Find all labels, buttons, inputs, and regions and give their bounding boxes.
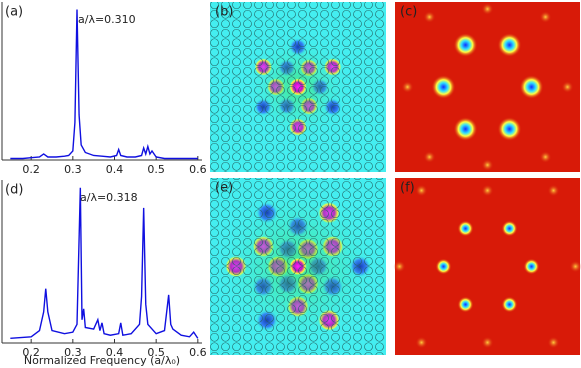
field-map bbox=[395, 2, 580, 172]
panel-label: (c) bbox=[400, 5, 417, 20]
field-spot bbox=[481, 184, 494, 197]
field-map bbox=[210, 178, 386, 355]
field-spot bbox=[453, 33, 478, 57]
spectrum-line bbox=[10, 9, 198, 160]
hole-lattice bbox=[210, 178, 386, 355]
map-background bbox=[395, 178, 580, 355]
x-tick-label: 0.6 bbox=[189, 346, 207, 359]
panel-label: (b) bbox=[215, 5, 233, 20]
field-spot bbox=[547, 184, 560, 197]
x-axis-label: Normalized Frequency (a/λ₀) bbox=[24, 354, 180, 367]
hole-lattice bbox=[210, 2, 386, 172]
field-spot bbox=[453, 117, 478, 141]
x-tick-label: 0.4 bbox=[106, 163, 124, 176]
field-map bbox=[210, 2, 386, 172]
x-tick-label: 0.4 bbox=[106, 346, 124, 359]
field-spot bbox=[393, 260, 406, 273]
field-spot bbox=[457, 220, 474, 237]
x-tick-label: 0.2 bbox=[22, 163, 40, 176]
field-spot bbox=[569, 260, 581, 273]
spectrum-line bbox=[10, 187, 199, 340]
x-tick-label: 0.2 bbox=[22, 346, 40, 359]
panel-label: (a) bbox=[5, 5, 23, 20]
field-spot bbox=[519, 75, 544, 99]
field-spot bbox=[415, 336, 428, 349]
x-tick-label: 0.5 bbox=[147, 163, 165, 176]
panel-label: (e) bbox=[215, 181, 233, 196]
x-tick-label: 0.6 bbox=[189, 163, 207, 176]
field-spot bbox=[401, 81, 414, 93]
map-background bbox=[395, 2, 580, 172]
field-spot bbox=[497, 33, 522, 57]
panel-label: (d) bbox=[5, 183, 23, 198]
field-spot bbox=[423, 151, 436, 163]
x-tick-label: 0.3 bbox=[64, 163, 82, 176]
field-spot bbox=[497, 117, 522, 141]
field-spot bbox=[481, 3, 494, 15]
annotation: a/λ=0.310 bbox=[78, 13, 136, 26]
x-tick-label: 0.3 bbox=[64, 346, 82, 359]
field-spot bbox=[457, 296, 474, 313]
field-spot bbox=[501, 220, 518, 237]
field-map bbox=[393, 178, 581, 355]
field-spot bbox=[423, 11, 436, 23]
x-tick-label: 0.5 bbox=[147, 346, 165, 359]
field-spot bbox=[501, 296, 518, 313]
panel-label: (f) bbox=[400, 181, 415, 196]
field-spot bbox=[539, 151, 552, 163]
field-spot bbox=[523, 258, 540, 275]
field-spot bbox=[561, 81, 574, 93]
field-spot bbox=[539, 11, 552, 23]
field-spot bbox=[415, 184, 428, 197]
field-spot bbox=[481, 336, 494, 349]
field-spot bbox=[431, 75, 456, 99]
field-spot bbox=[547, 336, 560, 349]
annotation: a/λ=0.318 bbox=[80, 191, 138, 204]
field-spot bbox=[435, 258, 452, 275]
field-spot bbox=[481, 159, 494, 171]
